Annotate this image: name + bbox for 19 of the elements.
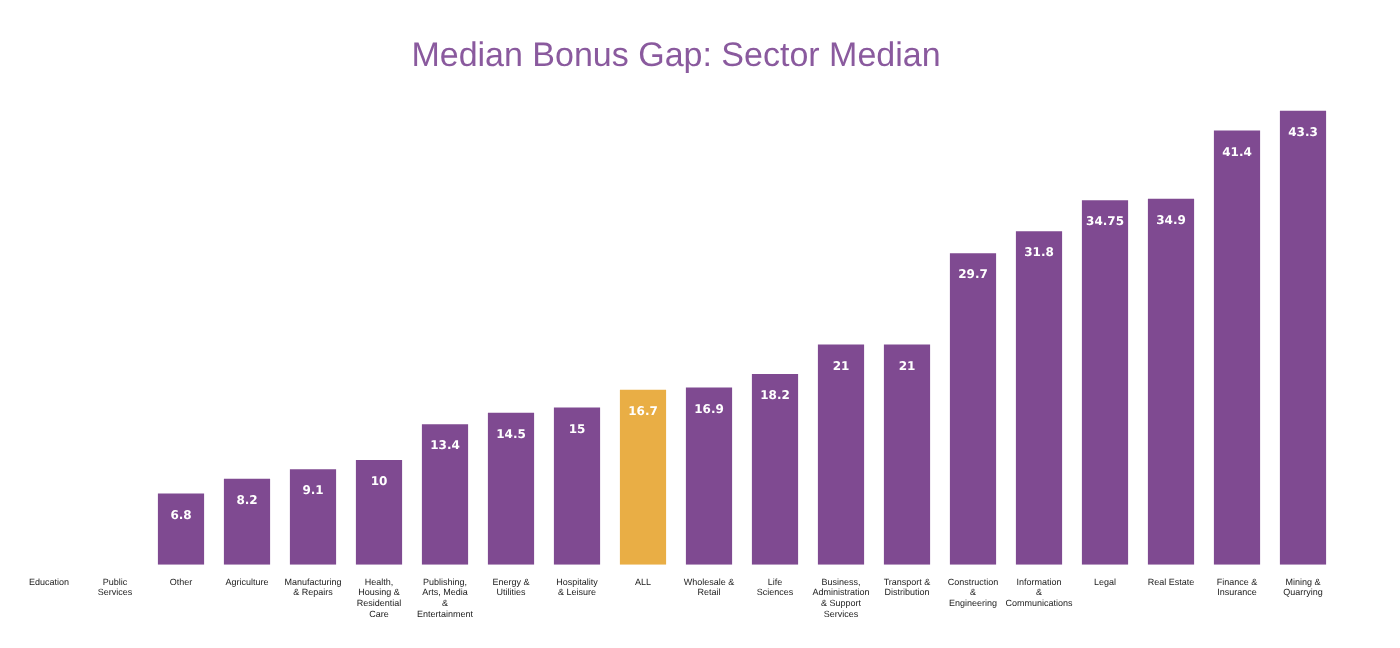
bar xyxy=(553,407,601,565)
bar xyxy=(1279,110,1327,565)
chart-title: Median Bonus Gap: Sector Median xyxy=(411,35,941,74)
bar xyxy=(1081,200,1129,565)
bar xyxy=(1015,231,1063,565)
bar xyxy=(751,373,799,565)
bar xyxy=(487,412,535,565)
bar xyxy=(355,459,403,565)
bar xyxy=(223,478,271,565)
bar xyxy=(1213,130,1261,565)
bar xyxy=(619,389,667,565)
bar xyxy=(1147,198,1195,565)
bar xyxy=(949,253,997,565)
bar xyxy=(289,469,337,565)
bar xyxy=(157,493,205,565)
bar xyxy=(817,344,865,565)
bar xyxy=(685,387,733,565)
bar xyxy=(883,344,931,565)
bar xyxy=(421,424,469,565)
